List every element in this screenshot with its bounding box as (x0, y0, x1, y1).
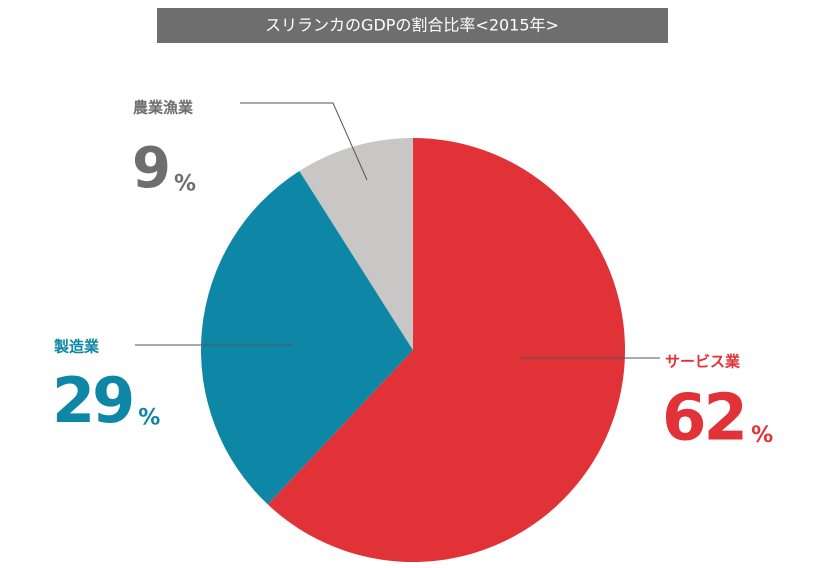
chart-title: スリランカのGDPの割合比率<2015年> (265, 16, 559, 35)
slice-name: サービス業 (665, 353, 741, 371)
unit-label: % (174, 171, 196, 196)
slice-name: 農業漁業 (133, 99, 194, 117)
unit-label: % (751, 423, 773, 448)
title-bar (157, 8, 668, 43)
value-label: 62 (662, 382, 745, 456)
value-label: 29 (52, 364, 132, 437)
leader-line (240, 102, 368, 181)
slice-name: 製造業 (53, 338, 100, 356)
pie-slice (267, 138, 625, 562)
unit-label: % (138, 406, 160, 431)
pie (201, 138, 625, 562)
pie-slice (299, 138, 413, 350)
pie-slice (201, 171, 413, 505)
value-label: 9 (132, 136, 168, 201)
